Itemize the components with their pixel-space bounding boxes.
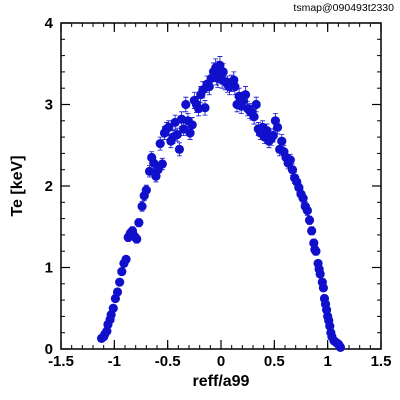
x-axis-label: reff/a99 <box>193 373 250 390</box>
data-point <box>277 136 287 146</box>
data-point <box>187 120 197 130</box>
data-point <box>141 185 151 195</box>
data-point <box>302 205 312 216</box>
y-tick-label: 4 <box>45 15 54 32</box>
data-point <box>298 193 308 203</box>
data-point <box>112 287 123 297</box>
x-tick-label: -1.5 <box>48 353 74 370</box>
data-point <box>230 81 240 92</box>
data-point <box>335 342 346 352</box>
data-point <box>181 99 191 110</box>
x-tick-label: 0.5 <box>264 353 285 370</box>
data-point <box>268 130 278 141</box>
data-point <box>115 277 125 287</box>
data-point <box>304 215 315 225</box>
data-point <box>262 125 272 136</box>
x-tick-label: -1 <box>108 353 121 370</box>
data-point <box>157 159 167 169</box>
y-tick-label: 1 <box>45 260 53 277</box>
data-point <box>155 139 165 149</box>
data-point <box>149 158 159 168</box>
y-tick-label: 0 <box>45 341 53 358</box>
data-point <box>117 266 127 277</box>
run-tag: tsmap@090493t2330 <box>293 2 394 14</box>
data-point <box>132 234 142 244</box>
data-point <box>200 103 210 113</box>
x-tick-label: -0.5 <box>155 353 181 370</box>
data-point <box>311 246 321 256</box>
data-point <box>172 130 182 140</box>
data-point <box>174 144 184 154</box>
data-point <box>108 303 118 313</box>
data-point <box>137 201 147 211</box>
y-axis-label: Te [keV] <box>9 155 26 216</box>
data-point <box>121 254 131 264</box>
data-point <box>285 155 295 165</box>
x-tick-label: 1 <box>323 353 331 370</box>
x-tick-label: 0 <box>217 353 225 370</box>
y-tick-label: 2 <box>45 178 53 195</box>
data-point <box>251 99 261 110</box>
y-tick-label: 3 <box>45 97 53 114</box>
data-point <box>249 112 259 122</box>
data-point <box>164 122 174 132</box>
data-point <box>134 218 144 228</box>
data-point <box>307 226 317 236</box>
data-point <box>287 165 298 175</box>
data-point <box>318 283 328 293</box>
data-point <box>315 269 325 279</box>
data-point <box>218 67 228 77</box>
x-tick-label: 1.5 <box>371 353 392 370</box>
data-point <box>240 90 251 100</box>
data-point <box>185 128 195 138</box>
data-point <box>272 122 283 132</box>
